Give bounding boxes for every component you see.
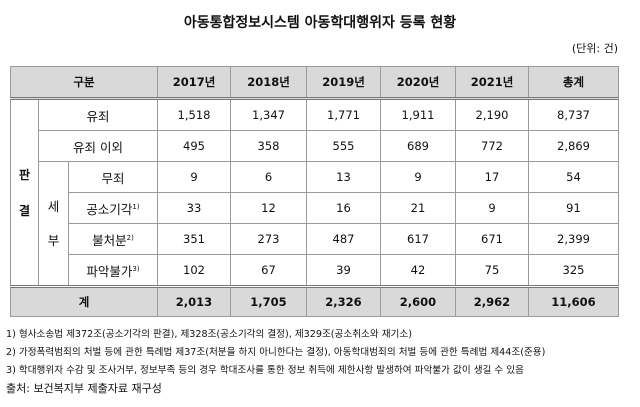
footnote-ref: 2)	[126, 233, 134, 242]
cell: 487	[306, 223, 381, 255]
cell: 325	[528, 254, 619, 287]
label-char: 결	[18, 203, 31, 218]
cell: 772	[455, 130, 529, 162]
header-cell: 2021년	[455, 66, 529, 100]
cell: 42	[380, 254, 456, 287]
total-cell: 1,705	[230, 285, 307, 317]
total-cell: 2,013	[157, 285, 231, 317]
cell: 102	[157, 254, 231, 287]
total-cell: 2,600	[380, 285, 456, 317]
cell: 9	[455, 192, 529, 224]
header-cell: 총계	[528, 66, 619, 100]
cell: 1,347	[230, 98, 307, 131]
cell: 8,737	[528, 98, 619, 131]
cell: 617	[380, 223, 456, 255]
cell: 555	[306, 130, 381, 162]
cell: 689	[380, 130, 456, 162]
footnote: 2) 가정폭력범죄의 처벌 등에 관한 특례법 제37조(처분을 하지 아니한다…	[6, 347, 546, 358]
footnote-ref: 3)	[132, 264, 140, 273]
cell: 91	[528, 192, 619, 224]
label-text: 불처분	[92, 232, 127, 248]
label-text: 무죄	[101, 170, 125, 186]
footnotes: 1) 형사소송법 제372조(공소기각의 판결), 제328조(공소기각의 결정…	[6, 326, 545, 398]
cell: 33	[157, 192, 231, 224]
cell: 2,869	[528, 130, 619, 162]
cell: 495	[157, 130, 231, 162]
row-label: 불처분2)	[68, 223, 158, 255]
cell: 351	[157, 223, 231, 255]
row: 불처분2) 351 273 487 617 671 2,399	[11, 223, 619, 255]
cell: 1,911	[380, 98, 456, 131]
cell: 358	[230, 130, 307, 162]
table-body: 구분 2017년 2018년 2019년 2020년 2021년 총계 판 결 유죄 1,518 1,…	[10, 66, 619, 317]
cell: 16	[306, 192, 381, 224]
row-label: 유죄	[38, 98, 158, 131]
header-cell: 구분	[10, 66, 158, 100]
row: 판 결 유죄 1,518 1,347 1,771 1,911 2,190 8,737	[10, 98, 619, 287]
total-cell: 11,606	[528, 285, 619, 317]
header-row: 구분 2017년 2018년 2019년 2020년 2021년 총계	[10, 66, 619, 100]
cell: 1,771	[306, 98, 381, 131]
cell: 21	[380, 192, 456, 224]
cell: 9	[380, 161, 456, 193]
cell: 6	[230, 161, 307, 193]
cell: 2,190	[455, 98, 529, 131]
cell: 2,399	[528, 223, 619, 255]
title: 아동통합정보시스템 아동학대행위자 등록 현황	[183, 15, 457, 31]
label-char: 세	[47, 198, 60, 214]
cell: 13	[306, 161, 381, 193]
cell: 67	[230, 254, 307, 287]
cell: 39	[306, 254, 381, 287]
row-label: 유죄 이외	[38, 130, 158, 162]
total-cell: 2,962	[455, 285, 529, 317]
cell: 9	[157, 161, 231, 193]
footnote-ref: 1)	[132, 202, 140, 211]
total-row: 계 2,013 1,705 2,326 2,600 2,962 11,606	[10, 285, 619, 317]
table: 구분 2017년 2018년 2019년 2020년 2021년 총계 판 결 유죄 1,518 1,…	[10, 66, 619, 317]
header-cell: 2017년	[157, 66, 231, 100]
header-cell: 2019년	[306, 66, 381, 100]
cell: 273	[230, 223, 307, 255]
total-label: 계	[10, 285, 158, 317]
footnote: 3) 학대행위자 수감 및 조사거부, 정보부족 등의 경우 학대조사를 통한 …	[6, 365, 524, 376]
header-cell: 2020년	[380, 66, 456, 100]
label-text: 공소기각	[86, 201, 133, 217]
row-label: 무죄	[68, 161, 158, 193]
cell: 17	[455, 161, 529, 193]
cell: 671	[455, 223, 529, 255]
row: 유죄 이외 495 358 555 689 772 2,869	[11, 130, 619, 162]
cell: 1,518	[157, 98, 231, 131]
row-label: 공소기각1)	[68, 192, 158, 224]
label-char: 판	[18, 167, 31, 182]
row-label: 파악불가3)	[68, 254, 158, 287]
row: 공소기각1) 33 12 16 21 9 91	[11, 192, 619, 224]
label-text: 유죄 이외	[73, 139, 123, 155]
unit: (단위: 건)	[571, 42, 618, 55]
source: 출처: 보건복지부 제출자료 재구성	[6, 382, 162, 395]
row: 파악불가3) 102 67 39 42 75 325	[11, 254, 619, 287]
cell: 54	[528, 161, 619, 193]
footnote: 1) 형사소송법 제372조(공소기각의 판결), 제328조(공소기각의 결정…	[6, 329, 412, 340]
cell: 75	[455, 254, 529, 287]
row: 세 부 무죄 9 6 13 9 17 54	[11, 161, 619, 287]
cell: 12	[230, 192, 307, 224]
total-cell: 2,326	[306, 285, 381, 317]
label-char: 부	[47, 232, 60, 248]
label-text: 파악불가	[86, 263, 133, 279]
label-text: 유죄	[86, 108, 110, 124]
header-cell: 2018년	[230, 66, 307, 100]
